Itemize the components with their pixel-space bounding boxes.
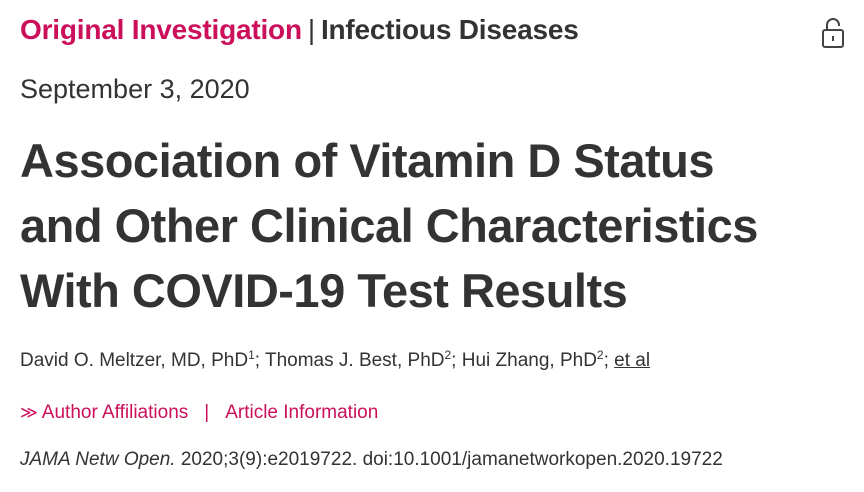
publication-date: September 3, 2020 [20, 74, 250, 104]
author-affiliation-number: 2 [444, 348, 452, 362]
author-name: Hui Zhang, PhD [461, 350, 597, 371]
category-label[interactable]: Original Investigation [20, 14, 302, 45]
journal-name: JAMA Netw Open. [20, 449, 176, 470]
links-separator: | [204, 402, 210, 423]
citation: JAMA Netw Open. 2020;3(9):e2019722. doi:… [20, 449, 723, 471]
author-name: David O. Meltzer, MD, PhD [20, 350, 249, 371]
author-separator: ; [451, 350, 462, 371]
author-separator: ; [603, 350, 615, 371]
title-line: Association of Vitamin D Status [20, 134, 714, 187]
section-heading: Original Investigation | Infectious Diseas… [20, 14, 579, 46]
title-line: With COVID-19 Test Results [20, 264, 628, 317]
et-al-link[interactable]: et al [614, 350, 651, 371]
article-header: Original Investigation | Infectious Diseas… [20, 0, 850, 492]
author-affiliations-label: Author Affiliations [41, 402, 189, 423]
article-links: ≫ Author Affiliations | Article Information [20, 402, 378, 424]
title-line: and Other Clinical Characteristics [20, 199, 758, 252]
article-title: Association of Vitamin D Status and Othe… [20, 128, 850, 323]
author-affiliation-number: 2 [596, 348, 604, 362]
unlock-icon [820, 16, 846, 50]
author-list: David O. Meltzer, MD, PhD1; Thomas J. Be… [20, 348, 651, 372]
topic-label[interactable]: Infectious Diseases [320, 14, 579, 45]
author-affiliations-link[interactable]: ≫ Author Affiliations [20, 402, 188, 423]
double-chevron-right-icon: ≫ [20, 403, 38, 422]
author-name: Thomas J. Best, PhD [264, 350, 445, 371]
heading-separator: | [307, 14, 315, 45]
article-information-link[interactable]: Article Information [225, 402, 379, 423]
author-separator: ; [254, 350, 265, 371]
author-affiliation-number: 1 [248, 348, 255, 362]
citation-details: 2020;3(9):e2019722. doi:10.1001/jamanetw… [175, 449, 723, 470]
unlock-icon-svg [822, 18, 844, 48]
